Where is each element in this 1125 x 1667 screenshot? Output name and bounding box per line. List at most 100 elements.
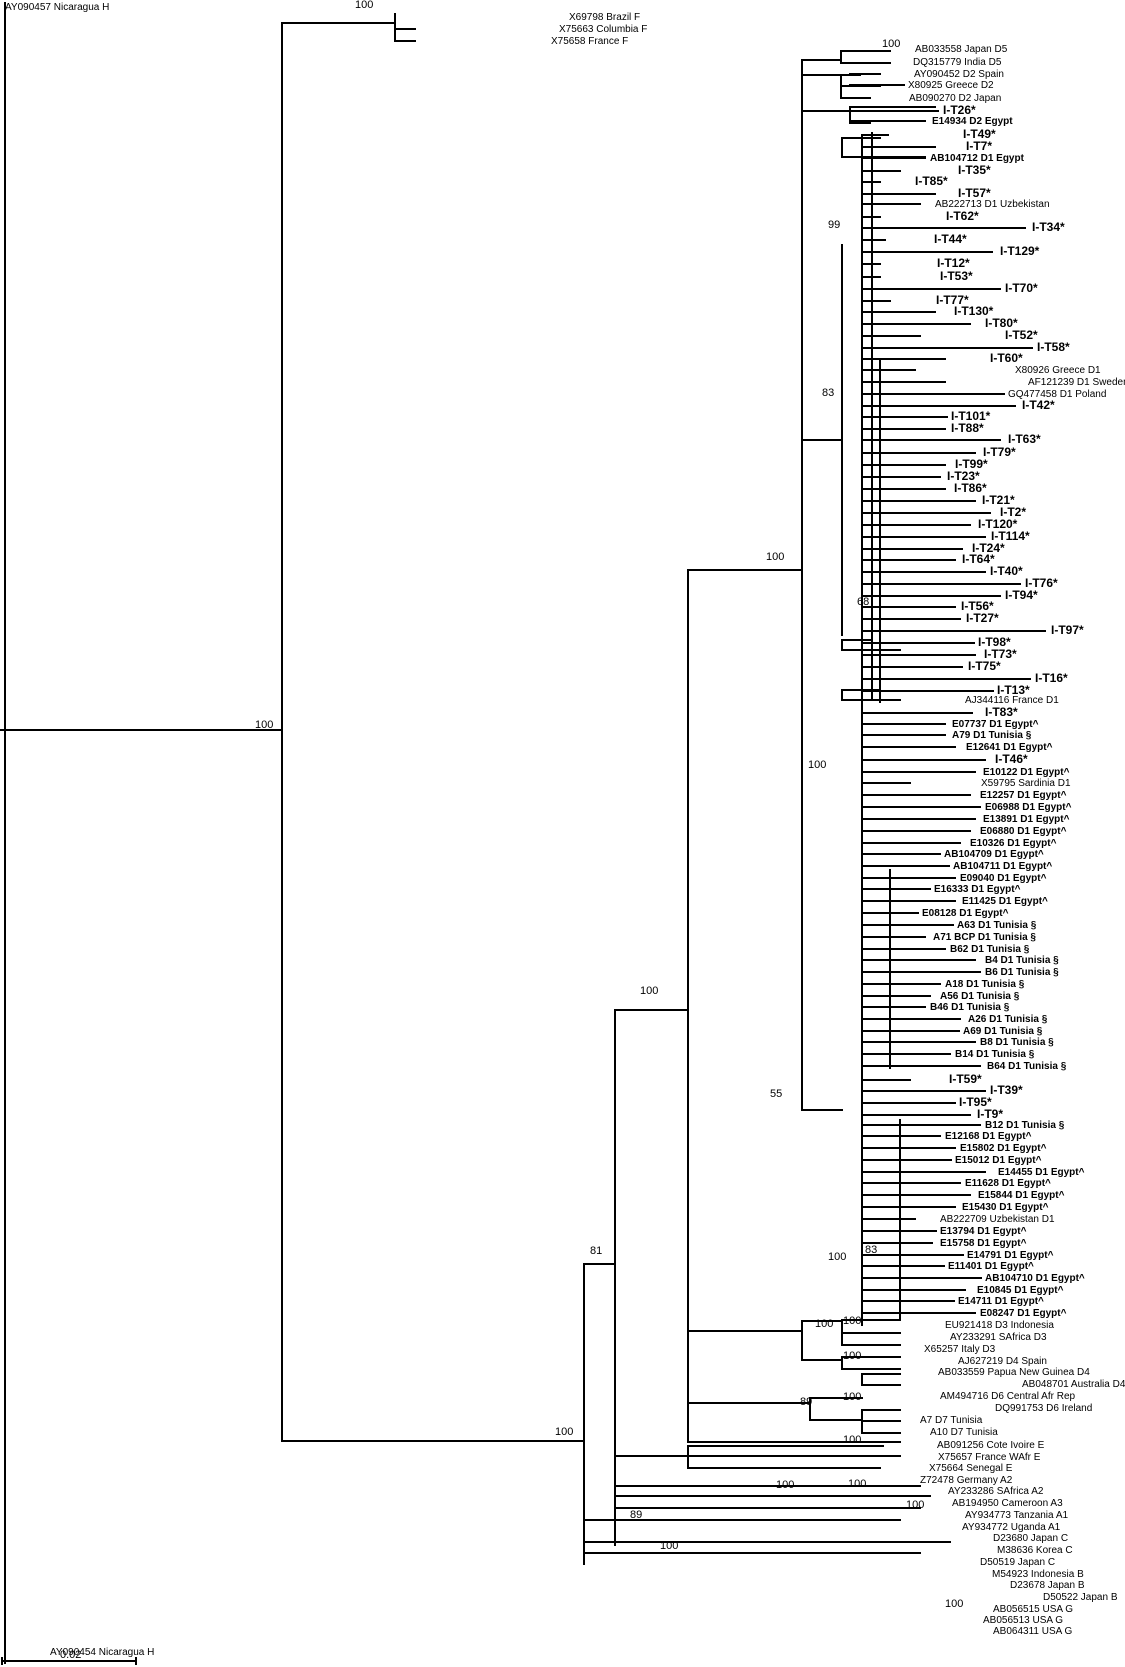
clade-support-label: 100 bbox=[808, 759, 826, 771]
clade-support-label: 100 bbox=[843, 1391, 861, 1403]
clade-support-label: 83 bbox=[822, 387, 834, 399]
taxon-label: I-T26* bbox=[943, 103, 976, 117]
clade-support-label: 100 bbox=[843, 1434, 861, 1446]
taxon-label: E11425 D1 Egypt^ bbox=[962, 896, 1048, 907]
taxon-label: X80926 Greece D1 bbox=[1015, 365, 1101, 376]
taxon-label: AB104710 D1 Egypt^ bbox=[985, 1273, 1085, 1284]
taxon-label: I-T57* bbox=[958, 186, 991, 200]
clade-support-label: 100 bbox=[660, 1540, 678, 1552]
taxon-label: E16333 D1 Egypt^ bbox=[934, 884, 1021, 895]
taxon-label: X75657 France WAfr E bbox=[938, 1452, 1041, 1463]
taxon-label: E15430 D1 Egypt^ bbox=[962, 1202, 1049, 1213]
taxon-label: D23678 Japan B bbox=[1010, 1580, 1085, 1591]
taxon-label: AY934773 Tanzania A1 bbox=[965, 1510, 1068, 1521]
taxon-label: I-T64* bbox=[962, 552, 995, 566]
clade-support-label: 100 bbox=[848, 1478, 866, 1490]
taxon-label: A79 D1 Tunisia § bbox=[952, 730, 1032, 741]
taxon-label: B62 D1 Tunisia § bbox=[950, 944, 1030, 955]
taxon-label: M54923 Indonesia B bbox=[992, 1569, 1084, 1580]
taxon-label: X80925 Greece D2 bbox=[908, 80, 994, 91]
taxon-label: I-T97* bbox=[1051, 623, 1084, 637]
taxon-label: E14791 D1 Egypt^ bbox=[967, 1250, 1054, 1261]
clade-support-label: 100 bbox=[255, 719, 273, 731]
taxon-label: E15758 D1 Egypt^ bbox=[940, 1238, 1027, 1249]
taxon-label: I-T12* bbox=[937, 256, 970, 270]
taxon-label: I-T94* bbox=[1005, 588, 1038, 602]
taxon-label: I-T80* bbox=[985, 316, 1018, 330]
taxon-label: A56 D1 Tunisia § bbox=[940, 991, 1020, 1002]
taxon-label: E15012 D1 Egypt^ bbox=[955, 1155, 1042, 1166]
taxon-label: DQ991753 D6 Ireland bbox=[995, 1403, 1092, 1414]
clade-support-label: 100 bbox=[843, 1315, 861, 1327]
taxon-label: B12 D1 Tunisia § bbox=[985, 1120, 1065, 1131]
taxon-label: B14 D1 Tunisia § bbox=[955, 1049, 1035, 1060]
taxon-label: I-T58* bbox=[1037, 340, 1070, 354]
taxon-label: DQ315779 India D5 bbox=[913, 57, 1002, 68]
taxon-label: AY090452 D2 Spain bbox=[914, 69, 1004, 80]
taxon-label: A10 D7 Tunisia bbox=[930, 1427, 998, 1438]
taxon-label: AB091256 Cote Ivoire E bbox=[937, 1440, 1045, 1451]
taxon-label: I-T129* bbox=[1000, 244, 1040, 258]
taxon-label: X75663 Columbia F bbox=[559, 24, 647, 35]
taxon-label: A7 D7 Tunisia bbox=[920, 1415, 983, 1426]
taxon-label: I-T49* bbox=[963, 127, 996, 141]
clade-support-label: 89 bbox=[630, 1509, 642, 1521]
taxon-label: I-T79* bbox=[983, 445, 1016, 459]
taxon-label: E12257 D1 Egypt^ bbox=[980, 790, 1067, 801]
taxon-label: D23680 Japan C bbox=[993, 1533, 1068, 1544]
taxon-label: AB222709 Uzbekistan D1 bbox=[940, 1214, 1055, 1225]
taxon-label: I-T60* bbox=[990, 351, 1023, 365]
taxon-label: E11401 D1 Egypt^ bbox=[948, 1261, 1034, 1272]
clade-support-label: 83 bbox=[865, 1244, 877, 1256]
taxon-label: X69798 Brazil F bbox=[569, 12, 640, 23]
taxon-label: AY090457 Nicaragua H bbox=[5, 2, 109, 13]
taxon-label: E07737 D1 Egypt^ bbox=[952, 719, 1039, 730]
taxon-label: I-T83* bbox=[985, 705, 1018, 719]
taxon-label: A26 D1 Tunisia § bbox=[968, 1014, 1048, 1025]
taxon-label: AB090270 D2 Japan bbox=[909, 93, 1001, 104]
taxon-label: AJ627219 D4 Spain bbox=[958, 1356, 1047, 1367]
taxon-label: E08128 D1 Egypt^ bbox=[922, 908, 1009, 919]
tree-labels: AY090457 Nicaragua H X69798 Brazil FX7566… bbox=[5, 0, 1125, 1658]
taxon-label: E14711 D1 Egypt^ bbox=[958, 1296, 1044, 1307]
taxon-label: I-T16* bbox=[1035, 671, 1068, 685]
taxon-label: AB222713 D1 Uzbekistan bbox=[935, 199, 1050, 210]
taxon-label: X59795 Sardinia D1 bbox=[981, 778, 1071, 789]
taxon-label: E14455 D1 Egypt^ bbox=[998, 1167, 1085, 1178]
taxon-label: GQ477458 D1 Poland bbox=[1008, 389, 1106, 400]
taxon-label: AB056513 USA G bbox=[983, 1615, 1063, 1626]
clade-support-label: 100 bbox=[355, 0, 373, 11]
taxon-label: B8 D1 Tunisia § bbox=[980, 1037, 1054, 1048]
clade-support-label: 81 bbox=[590, 1245, 602, 1257]
taxon-label: I-T101* bbox=[951, 409, 991, 423]
taxon-label: I-T120* bbox=[978, 517, 1018, 531]
taxon-label: AB194950 Cameroon A3 bbox=[952, 1498, 1063, 1509]
taxon-label: AM494716 D6 Central Afr Rep bbox=[940, 1391, 1076, 1402]
taxon-label: AB104711 D1 Egypt^ bbox=[953, 861, 1052, 872]
clade-support-label: 99 bbox=[828, 219, 840, 231]
taxon-label: I-T34* bbox=[1032, 220, 1065, 234]
taxon-label: I-T40* bbox=[990, 564, 1023, 578]
taxon-label: I-T13* bbox=[997, 683, 1030, 697]
taxon-label: E13794 D1 Egypt^ bbox=[940, 1226, 1027, 1237]
taxon-label: I-T98* bbox=[978, 635, 1011, 649]
taxon-label: E10326 D1 Egypt^ bbox=[970, 838, 1057, 849]
clade-support-label: 100 bbox=[555, 1426, 573, 1438]
taxon-label: X65257 Italy D3 bbox=[924, 1344, 996, 1355]
taxon-label: I-T42* bbox=[1022, 398, 1055, 412]
taxon-label: I-T24* bbox=[972, 541, 1005, 555]
taxon-label: AY233291 SAfrica D3 bbox=[950, 1332, 1047, 1343]
taxon-label: I-T56* bbox=[961, 599, 994, 613]
taxon-label: AY934772 Uganda A1 bbox=[962, 1522, 1061, 1533]
clade-support-label: 100 bbox=[945, 1598, 963, 1610]
taxon-label: A71 BCP D1 Tunisia § bbox=[933, 932, 1036, 943]
clade-support-label: 100 bbox=[766, 551, 784, 563]
taxon-label: B64 D1 Tunisia § bbox=[987, 1061, 1067, 1072]
taxon-label: I-T73* bbox=[984, 647, 1017, 661]
clade-support-label: 55 bbox=[770, 1088, 782, 1100]
taxon-label: AB104709 D1 Egypt^ bbox=[944, 849, 1044, 860]
taxon-label: E13891 D1 Egypt^ bbox=[983, 814, 1070, 825]
clade-support-label: 100 bbox=[906, 1499, 924, 1511]
taxon-label: D50519 Japan C bbox=[980, 1557, 1055, 1568]
